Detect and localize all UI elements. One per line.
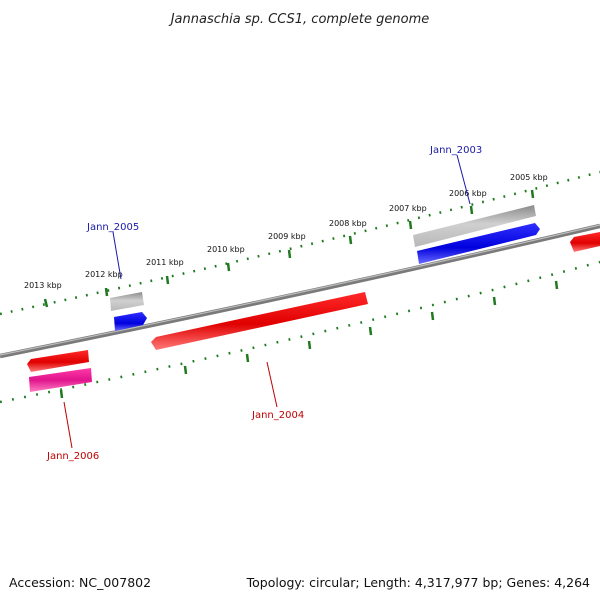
gene-label-jann-2006[interactable]: Jann_2006	[46, 451, 99, 462]
accession-text: Accession: NC_007802	[9, 575, 151, 590]
scale-label: 2006 kbp	[449, 189, 487, 198]
leader-line-jann-2003	[456, 154, 471, 205]
cds-arrow-red-jann-2004[interactable]	[151, 292, 368, 350]
cds-arrow-red-partial[interactable]	[570, 232, 600, 252]
cds-arrow-blue[interactable]	[417, 223, 540, 264]
gene-bar-magenta[interactable]	[29, 368, 92, 392]
major-tick	[492, 296, 497, 306]
major-tick	[408, 220, 413, 230]
leader-line-jann-2006	[63, 401, 73, 449]
feature-jann-2005[interactable]	[110, 292, 147, 331]
scale-label: 2013 kbp	[24, 281, 62, 290]
cds-arrow-red[interactable]	[27, 350, 89, 372]
major-tick	[165, 275, 170, 285]
major-tick	[469, 205, 474, 215]
gene-bar-gray[interactable]	[110, 292, 144, 311]
major-tick	[245, 353, 250, 363]
major-tick	[530, 189, 535, 199]
feature-jann-2003[interactable]	[413, 205, 540, 264]
gene-bar-gray[interactable]	[413, 205, 536, 247]
scale-label: 2005 kbp	[510, 173, 548, 182]
scale-label: 2012 kbp	[85, 270, 123, 279]
major-tick	[59, 389, 64, 399]
major-tick	[368, 326, 373, 336]
gene-label-jann-2004[interactable]: Jann_2004	[251, 410, 304, 421]
leader-line-jann-2004	[266, 361, 278, 408]
cds-arrow-blue[interactable]	[114, 312, 147, 331]
inner-scale-track	[0, 260, 600, 404]
scale-labels: 2013 kbp 2012 kbp 2011 kbp 2010 kbp 2009…	[24, 173, 548, 290]
major-tick	[226, 262, 231, 272]
scale-label: 2009 kbp	[268, 232, 306, 241]
map-title: Jannaschia sp. CCS1, complete genome	[168, 12, 430, 27]
scale-label: 2008 kbp	[329, 219, 367, 228]
scale-label: 2011 kbp	[146, 258, 184, 267]
major-tick	[104, 287, 109, 297]
leader-line-jann-2005	[112, 231, 122, 280]
outer-major-ticks	[43, 189, 535, 308]
genome-backbone	[0, 223, 600, 359]
major-tick	[430, 311, 435, 321]
gene-label-jann-2003[interactable]: Jann_2003	[429, 145, 482, 156]
scale-label: 2007 kbp	[389, 204, 427, 213]
major-tick	[348, 235, 353, 245]
major-tick	[554, 280, 559, 290]
major-tick	[307, 340, 312, 350]
major-tick	[287, 249, 292, 259]
genome-summary-text: Topology: circular; Length: 4,317,977 bp…	[246, 575, 590, 590]
feature-jann-2006[interactable]	[27, 350, 92, 392]
major-tick	[183, 365, 188, 375]
major-tick	[43, 298, 49, 308]
scale-label: 2010 kbp	[207, 245, 245, 254]
inner-major-ticks	[59, 280, 559, 399]
gene-label-jann-2005[interactable]: Jann_2005	[86, 222, 139, 233]
